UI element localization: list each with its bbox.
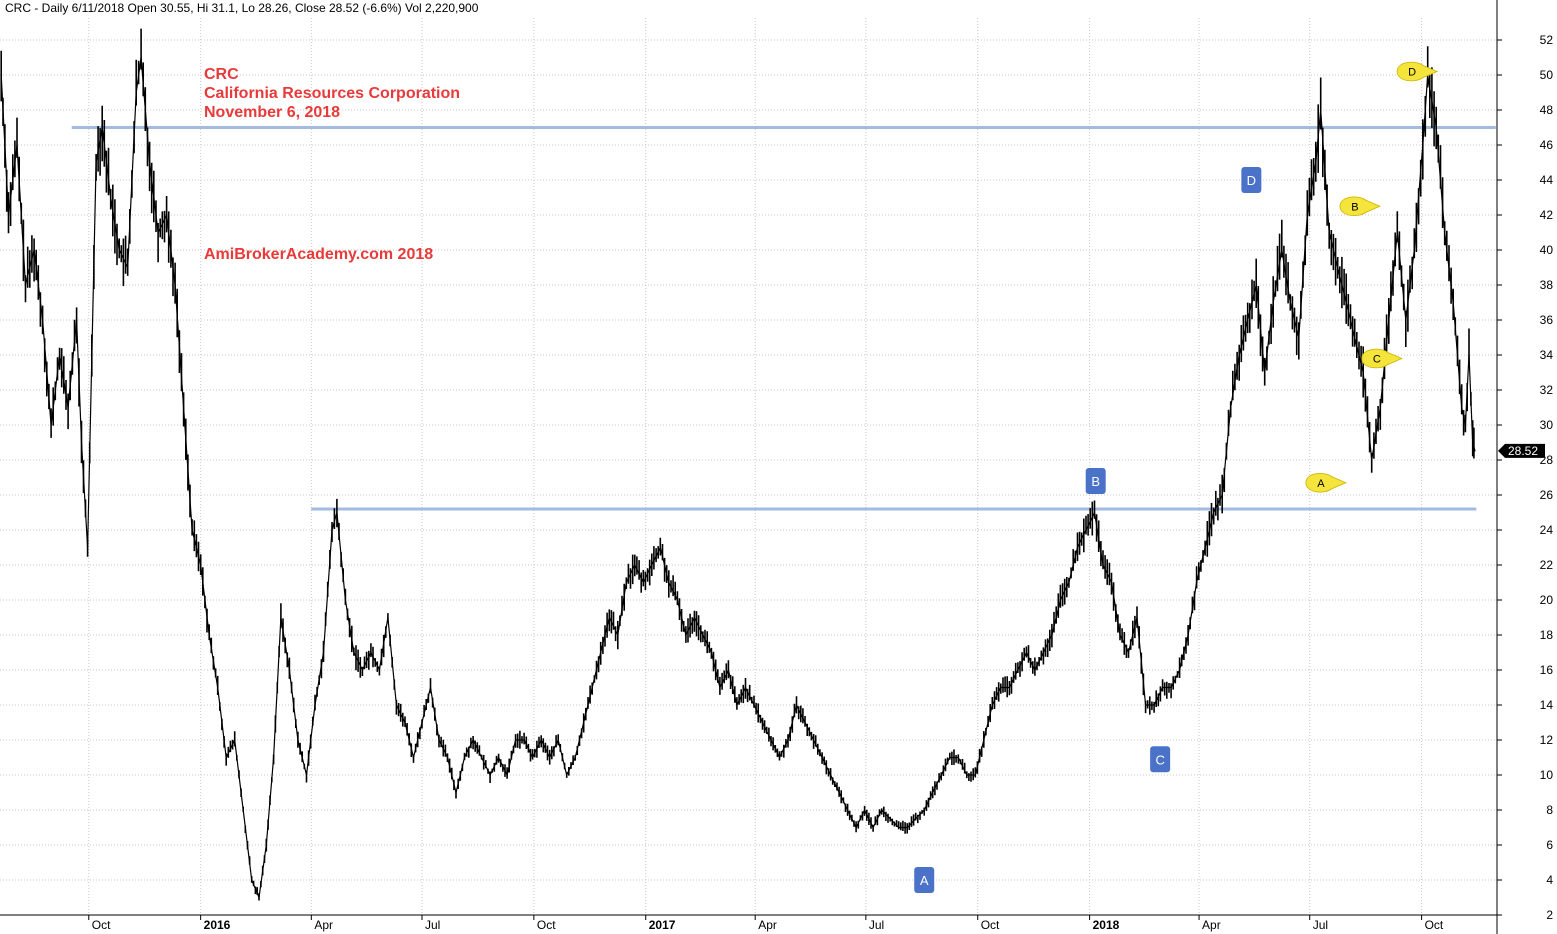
y-tick-label: 52 bbox=[1540, 33, 1554, 47]
chart-axes bbox=[0, 0, 1498, 934]
balloon-marker-label: A bbox=[1317, 478, 1325, 490]
y-tick-label: 24 bbox=[1540, 523, 1554, 537]
balloon-marker: A bbox=[1305, 472, 1347, 493]
y-tick-label: 26 bbox=[1540, 488, 1554, 502]
x-tick-label: Oct bbox=[92, 918, 111, 932]
pattern-markers: A B C D A B C D bbox=[914, 61, 1439, 893]
y-tick-label: 36 bbox=[1540, 313, 1554, 327]
y-tick-label: 38 bbox=[1540, 278, 1554, 292]
box-marker-shape bbox=[1241, 167, 1262, 193]
x-tick-label: Apr bbox=[314, 918, 333, 932]
balloon-marker-shape bbox=[1305, 472, 1347, 493]
box-marker: B bbox=[1085, 468, 1106, 494]
box-marker-shape bbox=[1150, 746, 1171, 773]
y-axis-ticks: 2468101214161820222426283032343638404244… bbox=[1497, 33, 1553, 922]
y-tick-label: 30 bbox=[1540, 418, 1554, 432]
box-marker-label: A bbox=[920, 873, 929, 888]
ticker-annotation: CRC bbox=[204, 66, 239, 83]
box-marker: D bbox=[1241, 167, 1262, 193]
y-tick-label: 42 bbox=[1540, 208, 1554, 222]
y-tick-label: 46 bbox=[1540, 138, 1554, 152]
box-marker-label: C bbox=[1155, 752, 1164, 767]
box-marker: C bbox=[1150, 746, 1171, 773]
price-series bbox=[0, 28, 1476, 901]
x-tick-label: Jul bbox=[869, 918, 884, 932]
y-tick-label: 48 bbox=[1540, 103, 1554, 117]
balloon-marker: C bbox=[1361, 348, 1403, 369]
chart-header: CRC - Daily 6/11/2018 Open 30.55, Hi 31.… bbox=[5, 1, 479, 15]
y-tick-label: 18 bbox=[1540, 628, 1554, 642]
x-tick-label: Oct bbox=[1425, 918, 1444, 932]
x-tick-label: Oct bbox=[981, 918, 1000, 932]
x-tick-label: 2016 bbox=[204, 918, 231, 932]
x-axis-ticks: Oct 2016 Apr Jul Oct 2017 Apr Jul Oct 2018 Apr Jul O… bbox=[88, 915, 1444, 932]
balloon-marker-label: D bbox=[1408, 67, 1416, 79]
balloon-marker-shape bbox=[1361, 348, 1403, 369]
y-tick-label: 50 bbox=[1540, 68, 1554, 82]
x-tick-label: Apr bbox=[758, 918, 777, 932]
x-tick-label: 2017 bbox=[649, 918, 676, 932]
balloon-marker: B bbox=[1339, 196, 1381, 217]
x-tick-label: Apr bbox=[1202, 918, 1221, 932]
y-tick-label: 22 bbox=[1540, 558, 1554, 572]
y-tick-label: 14 bbox=[1540, 698, 1554, 712]
balloon-marker-shape bbox=[1339, 196, 1381, 217]
y-tick-label: 44 bbox=[1540, 173, 1554, 187]
box-marker-label: D bbox=[1247, 173, 1256, 188]
chart-grid bbox=[0, 18, 1497, 916]
box-marker-shape bbox=[1085, 468, 1106, 494]
x-tick-label: Jul bbox=[425, 918, 440, 932]
last-price-label: 28.52 bbox=[1508, 444, 1538, 458]
y-tick-label: 6 bbox=[1546, 838, 1553, 852]
balloon-marker-label: C bbox=[1373, 354, 1381, 366]
y-tick-label: 20 bbox=[1540, 593, 1554, 607]
last-price-tag: 28.52 bbox=[1498, 443, 1545, 458]
y-tick-label: 40 bbox=[1540, 243, 1554, 257]
last-price-tag-shape bbox=[1498, 443, 1545, 458]
box-marker-shape bbox=[914, 867, 935, 893]
x-tick-label: Jul bbox=[1313, 918, 1328, 932]
y-tick-label: 4 bbox=[1546, 873, 1553, 887]
y-tick-label: 10 bbox=[1540, 768, 1554, 782]
x-tick-label: Oct bbox=[537, 918, 556, 932]
support-resistance-lines bbox=[71, 126, 1496, 511]
price-line bbox=[0, 57, 1476, 900]
price-bars bbox=[0, 28, 1475, 901]
balloon-marker-label: B bbox=[1351, 201, 1358, 213]
company-annotation: California Resources Corporation bbox=[204, 85, 460, 102]
site-annotation: AmiBrokerAcademy.com 2018 bbox=[204, 246, 433, 263]
date-annotation: November 6, 2018 bbox=[204, 104, 340, 121]
balloon-marker-shape bbox=[1396, 61, 1439, 82]
y-tick-label: 2 bbox=[1546, 908, 1553, 922]
y-tick-label: 12 bbox=[1540, 733, 1554, 747]
y-tick-label: 34 bbox=[1540, 348, 1554, 362]
box-marker: A bbox=[914, 867, 935, 893]
y-tick-label: 16 bbox=[1540, 663, 1554, 677]
box-marker-label: B bbox=[1091, 474, 1100, 489]
balloon-marker: D bbox=[1396, 61, 1439, 82]
y-tick-label: 32 bbox=[1540, 383, 1554, 397]
x-tick-label: 2018 bbox=[1093, 918, 1120, 932]
y-tick-label: 8 bbox=[1546, 803, 1553, 817]
